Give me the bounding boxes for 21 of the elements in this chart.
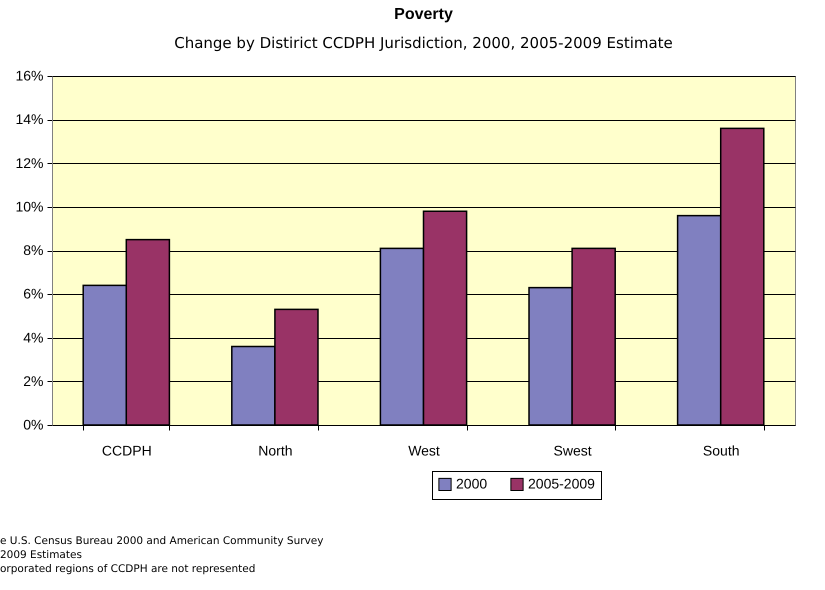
y-tick-label: 0% [23,416,44,432]
legend-label: 2005-2009 [528,475,596,492]
y-tick-label: 10% [15,198,44,214]
x-tick-label: CCDPH [102,442,152,458]
y-tick-label: 8% [23,242,44,258]
x-tick-label: West [408,442,440,458]
y-tick-label: 12% [15,154,44,171]
y-tick-label: 16% [15,68,44,84]
y-tick-label: 4% [23,329,44,346]
text: orporated regions of CCDPH are not represented [0,562,256,576]
x-tick-label: Swest [554,442,592,458]
x-tick-label: South [702,442,740,458]
y-tick-label: 14% [15,111,44,128]
legend-label: 2000 [456,475,488,492]
text: 2009 Estimates [0,548,83,562]
x-tick-label: North [258,442,293,458]
y-tick-label: 2% [23,372,44,389]
chart-title: Poverty [394,6,453,23]
chart-subtitle: Change by Distirict CCDPH Jurisdiction, 2000, 2005-2009 Estimate [174,34,673,52]
text: e U.S. Census Bureau 2000 and American Community Survey [0,534,324,548]
y-tick-label: 6% [23,286,44,302]
